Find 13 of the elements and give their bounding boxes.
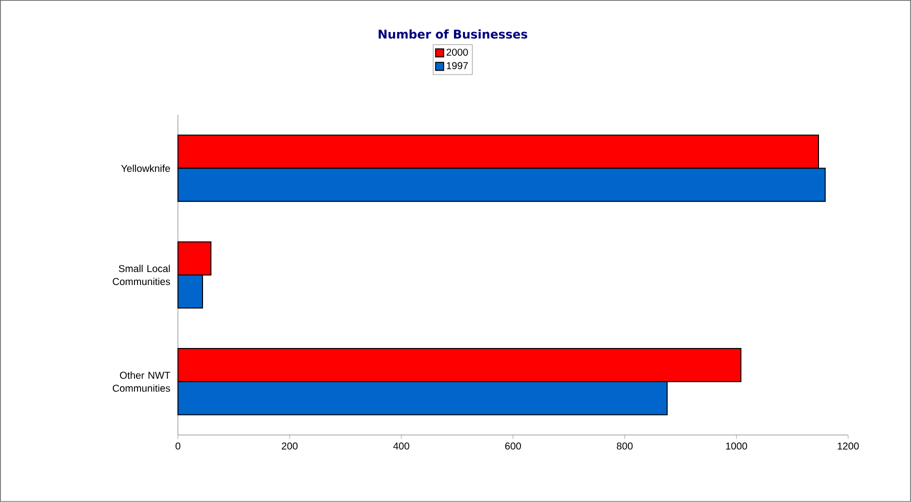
x-tick-label: 1200 (838, 442, 859, 450)
legend-label: 2000 (446, 48, 468, 56)
y-tick-label: Yellowknife (121, 164, 170, 172)
x-tick-label: 600 (505, 442, 521, 450)
y-tick-label: Small Local Communities (112, 264, 170, 286)
x-tick-label: 1000 (726, 442, 748, 450)
chart-title: Number of Businesses (378, 29, 528, 39)
legend-label: 1997 (446, 62, 468, 70)
y-tick-label: Other NWT Communities (112, 372, 170, 392)
x-tick-label: 200 (282, 442, 298, 450)
x-tick-label: 400 (393, 442, 410, 450)
x-tick-label: 0 (176, 442, 180, 450)
x-tick-label: 800 (616, 442, 633, 450)
